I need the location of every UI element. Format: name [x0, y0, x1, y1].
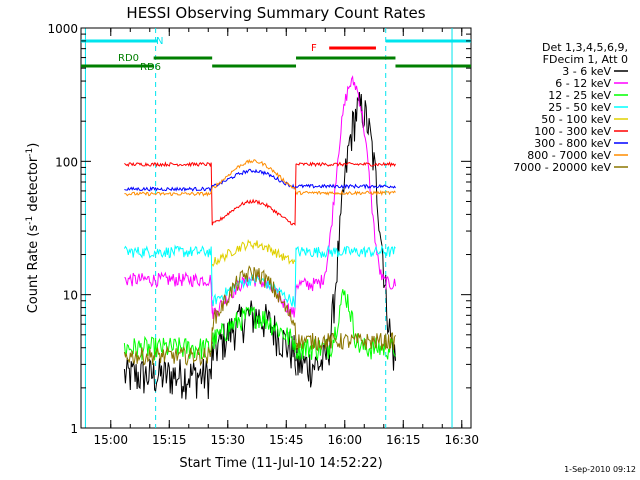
x-tick-label: 15:45 [269, 433, 304, 447]
flag-label-n: N [156, 36, 163, 47]
y-tick-label: 1 [70, 422, 78, 436]
legend-header: FDecim 1, Att 0 [543, 53, 628, 66]
chart-title: HESSI Observing Summary Count Rates [126, 4, 425, 22]
series-line [124, 158, 396, 197]
series-lines [123, 75, 396, 400]
series-line [123, 289, 396, 362]
series-line [124, 161, 396, 226]
y-tick-label: 100 [55, 155, 78, 169]
series-line [211, 238, 296, 268]
legend-label: 300 - 800 keV [534, 137, 611, 150]
axis-ticks: 15:00 15:15 15:30 15:45 16:00 16:15 16:30 1 10 10… [47, 22, 479, 447]
y-tick-label: 1000 [47, 22, 78, 36]
legend-label: 7000 - 20000 keV [513, 161, 611, 174]
legend-label: 50 - 100 keV [541, 113, 611, 126]
plot-frame [80, 27, 472, 429]
x-tick-label: 16:00 [327, 433, 362, 447]
x-tick-label: 15:00 [93, 433, 128, 447]
series-line [123, 244, 396, 308]
legend-label: 100 - 300 keV [534, 125, 611, 138]
flag-label-rd6: RD6 [140, 62, 161, 73]
flag-label-f: F [311, 43, 317, 54]
y-axis-label: Count Rate (s-1 detector-1) [25, 143, 41, 314]
series-line [124, 168, 396, 193]
legend-label: 12 - 25 keV [548, 89, 611, 102]
flag-label-rd0: RD0 [118, 53, 139, 64]
x-tick-label: 16:15 [386, 433, 421, 447]
x-axis-label: Start Time (11-Jul-10 14:52:22) [179, 456, 382, 471]
legend-label: 6 - 12 keV [555, 77, 611, 90]
legend-label: 25 - 50 keV [548, 101, 611, 114]
series-line [123, 265, 396, 367]
legend-label: 800 - 7000 keV [527, 149, 611, 162]
x-tick-label: 15:15 [152, 433, 187, 447]
x-tick-label: 15:30 [210, 433, 245, 447]
legend-header: Det 1,3,4,5,6,9, [542, 41, 628, 54]
legend-label: 3 - 6 keV [562, 65, 611, 78]
date-stamp: 1-Sep-2010 09:12 [564, 465, 636, 474]
reference-marks [84, 28, 453, 428]
legend: Det 1,3,4,5,6,9,FDecim 1, Att 03 - 6 keV… [513, 41, 628, 174]
x-tick-label: 16:30 [444, 433, 479, 447]
y-tick-label: 10 [63, 289, 78, 303]
